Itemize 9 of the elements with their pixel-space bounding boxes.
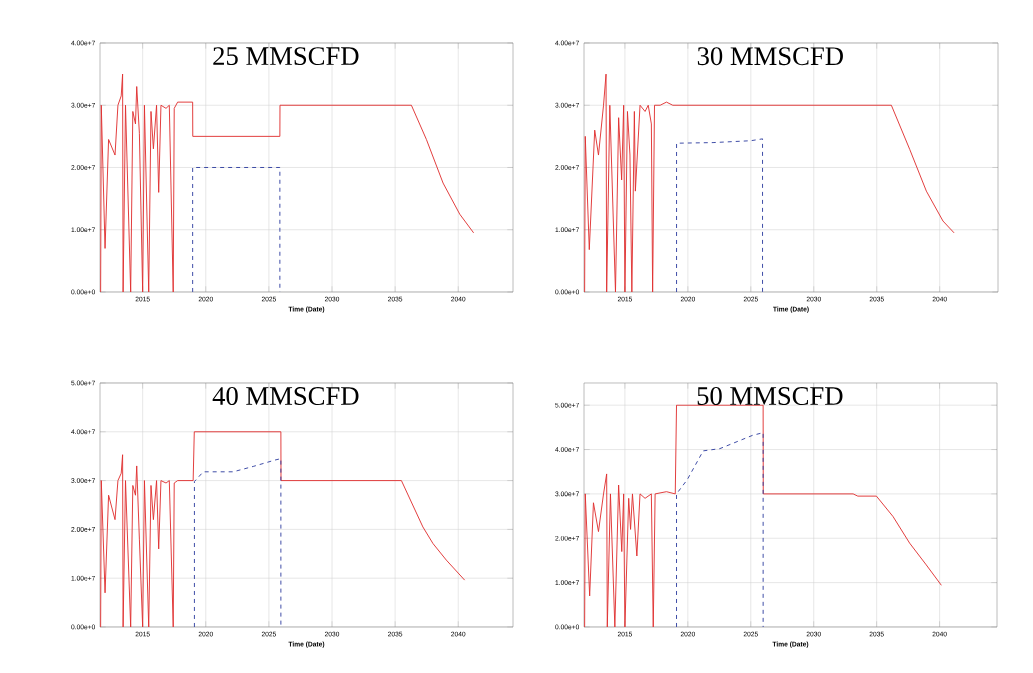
chart-title: 50 MMSCFD: [697, 387, 843, 406]
line-series: [584, 73, 955, 292]
chart-title: 40 MMSCFD: [212, 387, 359, 405]
line-series: [193, 458, 282, 627]
line-series: [584, 404, 942, 627]
chart-title: 30 MMSCFD: [697, 47, 843, 66]
line-series: [676, 432, 764, 627]
chart-title: 25 MMSCFD: [213, 47, 359, 66]
line-series: [676, 138, 764, 292]
